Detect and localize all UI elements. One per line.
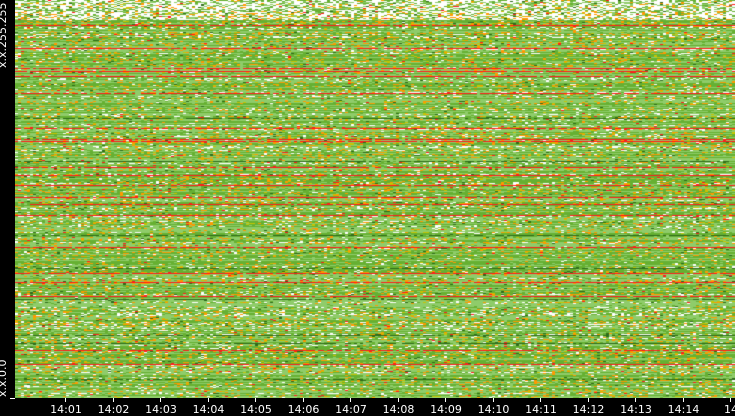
x-tick <box>350 398 351 402</box>
x-tick <box>730 398 731 402</box>
x-tick-label: 14:13 <box>620 403 652 416</box>
x-tick <box>302 398 304 402</box>
y-label-bottom: x.x.0.0 <box>0 359 9 397</box>
x-tick <box>207 398 209 402</box>
x-tick-label: 14:02 <box>97 403 130 416</box>
y-axis-tick <box>10 398 15 399</box>
x-tick-label: 14:07 <box>335 403 367 416</box>
heatmap-canvas <box>15 0 735 398</box>
x-tick <box>112 398 114 402</box>
x-tick <box>445 398 446 402</box>
x-tick <box>492 398 494 402</box>
x-tick <box>397 398 399 402</box>
x-tick-label: 14:06 <box>287 403 320 416</box>
x-tick <box>255 398 256 402</box>
x-tick <box>65 398 66 402</box>
x-tick-label: 14:05 <box>240 403 272 416</box>
x-tick <box>635 398 636 402</box>
x-tick-label: 14:03 <box>145 403 177 416</box>
x-tick <box>160 398 161 402</box>
x-tick <box>540 398 541 402</box>
x-tick-label: 14:04 <box>192 403 225 416</box>
x-tick-label: 14:09 <box>430 403 462 416</box>
x-tick-label: 14 <box>724 403 735 416</box>
x-tick-label: 14:01 <box>50 403 82 416</box>
x-tick <box>682 398 684 402</box>
x-tick <box>587 398 589 402</box>
x-tick-label: 14:11 <box>525 403 557 416</box>
x-tick-label: 14:10 <box>477 403 510 416</box>
x-tick-label: 14:12 <box>572 403 605 416</box>
x-tick-label: 14:08 <box>382 403 415 416</box>
x-tick-label: 14:14 <box>667 403 700 416</box>
y-label-top: x.x.255.255 <box>0 2 9 68</box>
